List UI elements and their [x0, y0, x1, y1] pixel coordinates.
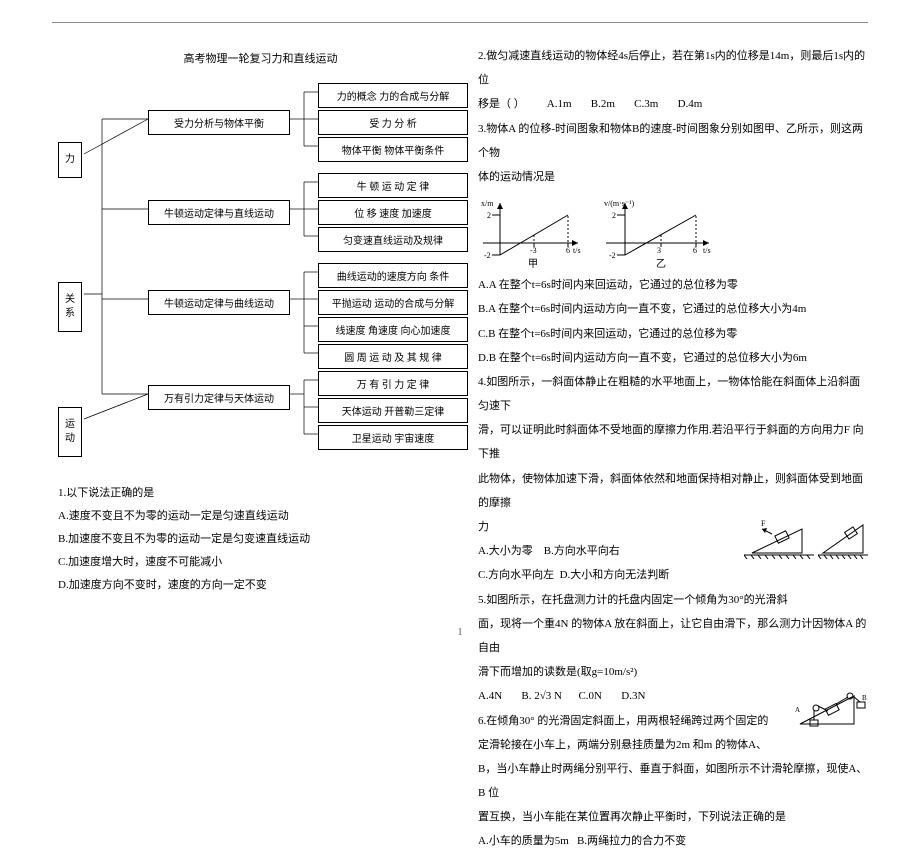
q4-B: B.方向水平向右: [544, 545, 620, 557]
q1-D: D.加速度方向不变时，速度的方向一定不变: [58, 574, 463, 597]
q6-l2: 定滑轮接在小车上，两端分别悬挂质量为2m 和m 的物体A、: [478, 733, 868, 757]
q2-D: D.4m: [678, 98, 703, 110]
q2-stem: 2.做匀减速直线运动的物体经4s后停止，若在第1s内的位移是14m，则最后1s内…: [478, 44, 868, 92]
leaf-node: 卫星运动 宇宙速度: [318, 425, 468, 450]
mid-node: 受力分析与物体平衡: [148, 110, 290, 135]
q5-diagram-icon: [818, 515, 868, 559]
leaf-node: 位 移 速度 加速度: [318, 200, 468, 225]
q4-l1: 4.如图所示，一斜面体静止在粗糙的水平地面上，一物体恰能在斜面体上沿斜面匀速下: [478, 370, 868, 418]
leaf-node: 牛 顿 运 动 定 律: [318, 173, 468, 198]
root-node: 关系: [58, 282, 82, 332]
svg-text:A: A: [795, 706, 800, 714]
q4-l4: 力: [478, 521, 489, 533]
g1-yl: x/m: [481, 199, 494, 208]
left-column: 高考物理一轮复习力和直线运动 力关系运动 受力分析与物体平衡牛顿运动定律与直线运…: [58, 50, 463, 597]
q5-A: A.4N: [478, 690, 502, 702]
q5-D: D.3N: [621, 690, 645, 702]
q3-A: A.A 在整个t=6s时间内来回运动，它通过的总位移为零: [478, 273, 868, 297]
mid-node: 牛顿运动定律与直线运动: [148, 200, 290, 225]
g2-ymin: -2: [609, 251, 616, 260]
leaf-node: 天体运动 开普勒三定律: [318, 398, 468, 423]
q3-C: C.B 在整个t=6s时间内来回运动，它通过的总位移为零: [478, 322, 868, 346]
q3-stem: 3.物体A 的位移-时间图象和物体B的速度-时间图象分别如图甲、乙所示，则这两个…: [478, 117, 868, 165]
concept-tree: 力关系运动 受力分析与物体平衡牛顿运动定律与直线运动牛顿运动定律与曲线运动万有引…: [58, 74, 463, 474]
leaf-node: 曲线运动的速度方向 条件: [318, 263, 468, 288]
q1-stem: 1.以下说法正确的是: [58, 482, 463, 505]
q3-stem2: 体的运动情况是: [478, 165, 868, 189]
q6-AB: A.小车的质量为5m B.两绳拉力的合力不变: [478, 829, 868, 853]
g2-xmax: 6: [693, 246, 697, 255]
leaf-node: 线速度 角速度 向心加速度: [318, 317, 468, 342]
q4-l2: 滑，可以证明此时斜面体不受地面的摩擦力作用.若沿平行于斜面的方向用力F 向下推: [478, 418, 868, 466]
leaf-node: 力的概念 力的合成与分解: [318, 83, 468, 108]
doc-title: 高考物理一轮复习力和直线运动: [58, 50, 463, 66]
q3-B: B.A 在整个t=6s时间内运动方向一直不变，它通过的总位移大小为4m: [478, 297, 868, 321]
q1-A: A.速度不变且不为零的运动一定是匀速直线运动: [58, 505, 463, 528]
q6-diagram-icon: AB: [790, 684, 868, 730]
top-rule: [52, 22, 868, 23]
q4-row: F 力: [478, 515, 868, 539]
q3-D: D.B 在整个t=6s时间内运动方向一直不变，它通过的总位移大小为6m: [478, 346, 868, 370]
q5-B: B. 2√3 N: [521, 690, 562, 702]
q4-D: D.大小和方向无法判断: [560, 569, 670, 581]
g1-xl: t/s: [573, 246, 581, 255]
g2-yl: v/(m·s⁻¹): [604, 199, 635, 208]
svg-text:F: F: [761, 519, 766, 528]
root-node: 运动: [58, 407, 82, 457]
g2-xl: t/s: [703, 246, 711, 255]
page-number: 1: [0, 627, 920, 638]
g2-x3: 3: [657, 246, 661, 255]
leaf-node: 匀变速直线运动及规律: [318, 227, 468, 252]
q2-C: C.3m: [634, 98, 658, 110]
graph-jia: x/m t/s 2 -2 -3 6 甲: [478, 193, 588, 269]
q5-l1: 5.如图所示，在托盘测力计的托盘内固定一个倾角为30°的光滑斜: [478, 588, 868, 612]
root-node: 力: [58, 142, 82, 178]
q2-B: B.2m: [591, 98, 615, 110]
q4-l3: 此物体，使物体加速下滑，斜面体依然和地面保持相对静止，则斜面体受到地面的摩擦: [478, 467, 868, 515]
mid-node: 牛顿运动定律与曲线运动: [148, 290, 290, 315]
q3-graphs: x/m t/s 2 -2 -3 6 甲 v/(m·s⁻¹) t/s 2 -2 3…: [478, 189, 868, 273]
q1-C: C.加速度增大时，速度不可能减小: [58, 551, 463, 574]
leaf-node: 平抛运动 运动的合成与分解: [318, 290, 468, 315]
q5-C: C.0N: [578, 690, 602, 702]
q1-B: B.加速度不变且不为零的运动一定是匀变速直线运动: [58, 528, 463, 551]
g2-cap: 乙: [656, 258, 666, 269]
q2-A: A.1m: [547, 98, 572, 110]
leaf-node: 圆 周 运 动 及 其 规 律: [318, 344, 468, 369]
q4-CD: C.方向水平向左 D.大小和方向无法判断: [478, 563, 868, 587]
q2-stem2: 移是（ ）: [478, 98, 525, 110]
g1-cap: 甲: [528, 259, 538, 269]
g1-ymax: 2: [487, 211, 491, 220]
q6-A: A.小车的质量为5m: [478, 835, 569, 847]
q6-l3: B，当小车静止时两绳分别平行、垂直于斜面，如图所示不计滑轮摩擦，现使A、B 位: [478, 757, 868, 805]
g1-xmax: 6: [566, 246, 570, 255]
q4-A: A.大小为零: [478, 545, 533, 557]
g1-x3: -3: [530, 246, 537, 255]
q2-opts: 移是（ ） A.1m B.2m C.3m D.4m: [478, 92, 868, 116]
q6-l4: 置互换，当小车能在某位置再次静止平衡时，下列说法正确的是: [478, 805, 868, 829]
mid-node: 万有引力定律与天体运动: [148, 385, 290, 410]
leaf-node: 物体平衡 物体平衡条件: [318, 137, 468, 162]
q4-C: C.方向水平向左: [478, 569, 554, 581]
g2-ymax: 2: [612, 211, 616, 220]
q5-opts: AB A.4N B. 2√3 N C.0N D.3N: [478, 684, 868, 708]
graph-yi: v/(m·s⁻¹) t/s 2 -2 3 6 乙: [601, 193, 721, 269]
q5-l3: 滑下而增加的读数是(取g=10m/s²): [478, 660, 868, 684]
leaf-node: 受 力 分 析: [318, 110, 468, 135]
right-column: 2.做匀减速直线运动的物体经4s后停止，若在第1s内的位移是14m，则最后1s内…: [478, 44, 868, 854]
q4-diagram-icon: F: [744, 515, 814, 559]
q6-B: B.两绳拉力的合力不变: [577, 835, 686, 847]
question-1: 1.以下说法正确的是 A.速度不变且不为零的运动一定是匀速直线运动 B.加速度不…: [58, 482, 463, 597]
g1-ymin: -2: [484, 251, 491, 260]
leaf-node: 万 有 引 力 定 律: [318, 371, 468, 396]
svg-text:B: B: [862, 694, 867, 702]
